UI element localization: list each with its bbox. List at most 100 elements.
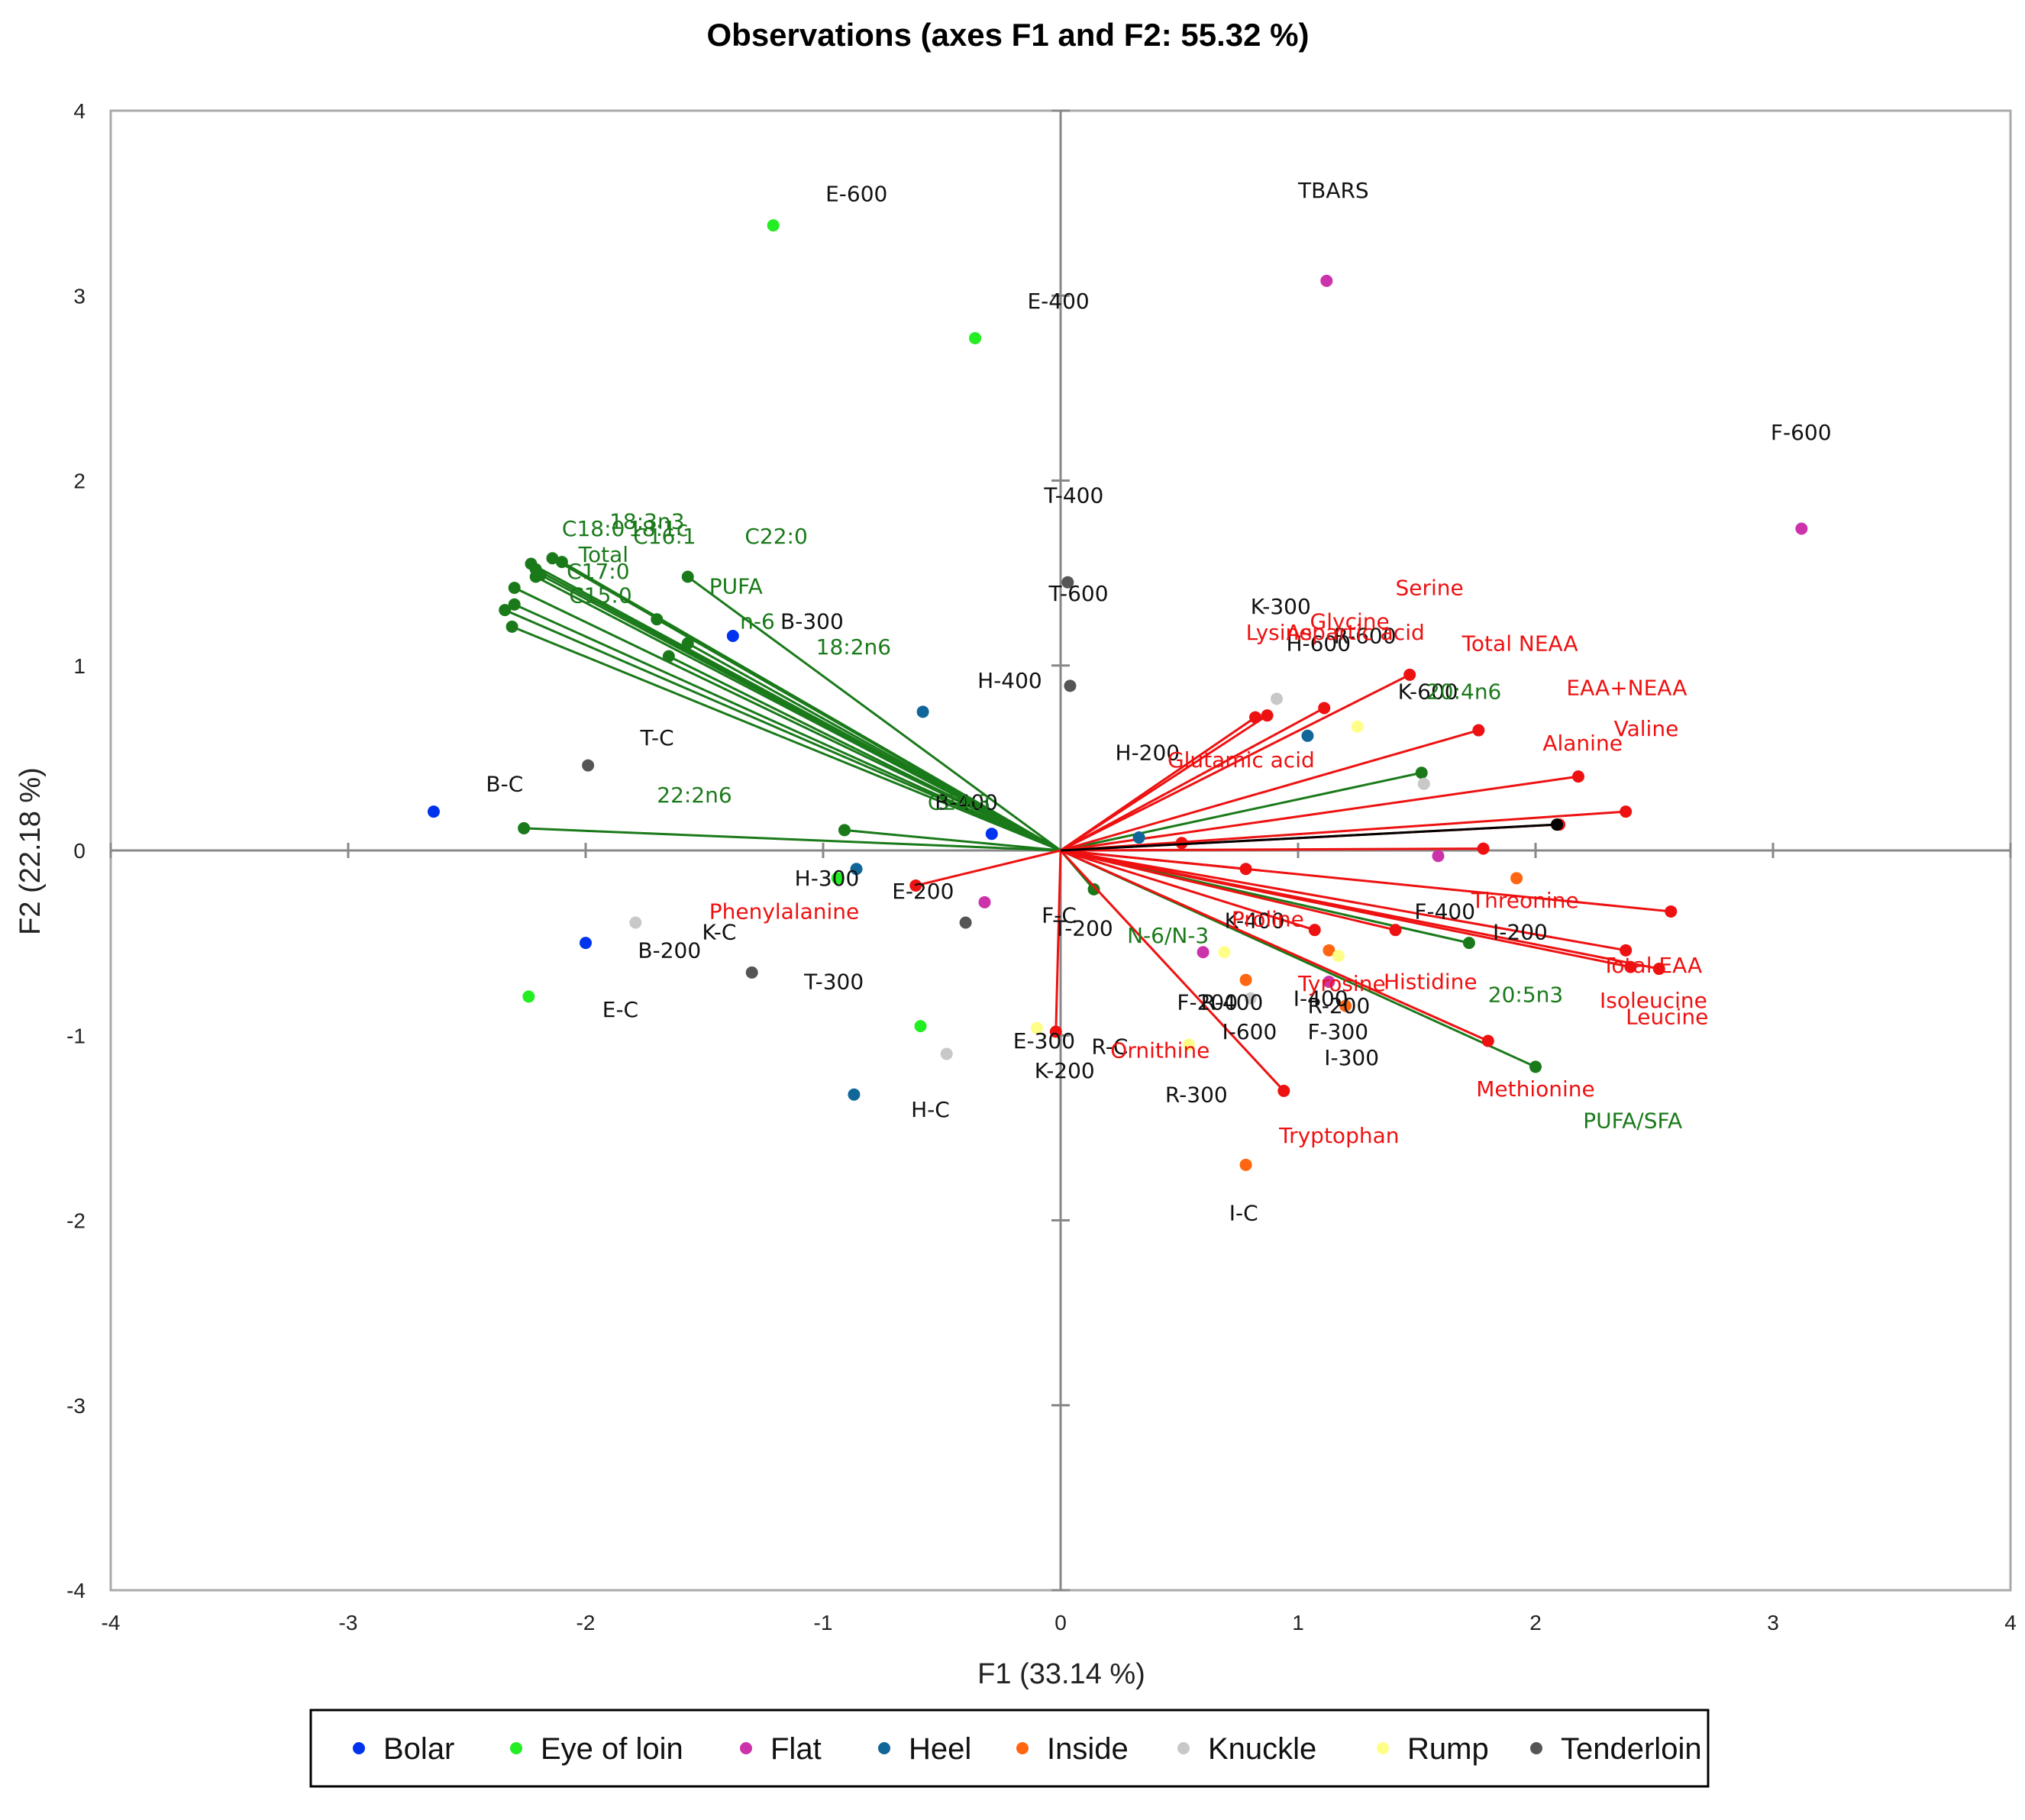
variable-label: Ornithine: [1110, 1037, 1210, 1063]
y-tick-label: -1: [66, 1024, 86, 1047]
vector-mufa: [504, 608, 1061, 852]
vector-tip-proline: [1239, 863, 1252, 876]
vector-histidine: [1060, 849, 1396, 931]
obs-label: R-C: [1091, 1034, 1128, 1059]
vector-tip-lysine: [1249, 711, 1262, 724]
obs-point-b-200: [580, 937, 592, 950]
vector-tip-histidine: [1389, 924, 1402, 937]
obs-point-i-c: [1239, 1158, 1252, 1171]
obs-point-f-600: [1795, 522, 1808, 535]
obs-point-f-400: [1432, 850, 1445, 863]
vector-tryptophan: [1059, 849, 1285, 1092]
vector-tip-c22-0: [681, 570, 694, 583]
y-tick-label: -2: [66, 1209, 86, 1233]
obs-point-t-400: [1061, 576, 1074, 589]
obs-point-t-200: [959, 916, 972, 929]
obs-point-e-200: [831, 872, 844, 885]
y-tick-label: -3: [66, 1394, 86, 1418]
variable-label: 20:5n3: [1488, 983, 1563, 1008]
obs-point-tbars: [1320, 274, 1333, 287]
obs-label: TBARS: [1297, 178, 1369, 203]
variable-label: Tyrosine: [1297, 971, 1386, 996]
obs-point-k-200: [940, 1047, 953, 1060]
variable-label: C17:0: [567, 559, 629, 584]
obs-label: I-C: [1229, 1201, 1258, 1226]
obs-label: K-300: [1251, 594, 1311, 619]
vector-c22-0: [686, 576, 1061, 852]
variable-label: Valine: [1614, 716, 1679, 741]
obs-label: K-C: [702, 919, 736, 944]
obs-point-f-300: [1323, 975, 1335, 988]
variable-label: Serine: [1396, 576, 1464, 601]
obs-point-r-300: [1182, 1038, 1195, 1051]
vector-tip-tyrosine: [1308, 924, 1321, 937]
variable-label: Total EAA: [1601, 953, 1702, 978]
obs-point-i-300: [1323, 944, 1335, 957]
obs-point-k-300: [1271, 692, 1284, 705]
variable-label: Isoleucine: [1600, 988, 1707, 1013]
y-tick-label: 4: [73, 99, 86, 123]
variable-label: Glycine: [1310, 608, 1390, 634]
vector-tip-glycine: [1318, 702, 1331, 715]
obs-point-r-c: [1030, 1021, 1043, 1034]
obs-label: H-400: [977, 668, 1042, 693]
variable-label: Histidine: [1384, 970, 1478, 995]
legend-label: Knuckle: [1208, 1732, 1316, 1766]
variable-label: C16:1: [633, 524, 696, 549]
vector-tip-c14-0: [508, 598, 521, 611]
x-tick-label: 3: [1767, 1611, 1779, 1634]
legend-marker: [1530, 1742, 1542, 1754]
vector-tip-pufa-sfa: [1529, 1060, 1542, 1073]
x-tick-label: 4: [2004, 1611, 2017, 1634]
legend-marker: [740, 1742, 752, 1754]
x-tick-label: 1: [1292, 1611, 1304, 1634]
vector-tip-phenylalanine: [909, 879, 922, 892]
obs-label: B-300: [780, 608, 844, 634]
obs-label: H-C: [911, 1097, 950, 1122]
chart-title: Observations (axes F1 and F2: 55.32 %): [707, 17, 1310, 53]
vector-serine: [1060, 673, 1410, 852]
obs-point-t-300: [745, 966, 758, 979]
obs-label: B-200: [638, 938, 701, 963]
vector-ornithine: [1054, 850, 1062, 1032]
legend-label: Heel: [909, 1732, 971, 1766]
obs-point-h-200: [1132, 831, 1145, 844]
variable-label: Lysine: [1246, 620, 1313, 645]
vector-tip-arginine: [1477, 842, 1490, 855]
legend-label: Rump: [1407, 1732, 1489, 1766]
vector-proline: [1060, 849, 1246, 870]
y-tick-label: 2: [73, 470, 86, 493]
variable-label: Glutamic acid: [1168, 747, 1315, 773]
vector-c20-3: [844, 828, 1061, 852]
vector-tip-mufa: [499, 604, 512, 617]
vector-tip-aspartic-acid: [1261, 709, 1274, 722]
obs-label: K-200: [1035, 1058, 1095, 1083]
vector-eaa-neaa: [1060, 775, 1579, 852]
variable-label: 18:2n6: [816, 634, 891, 660]
vector-tip-ornithine: [1049, 1025, 1062, 1038]
observation-points: [427, 219, 1808, 1171]
obs-label: H-300: [795, 866, 860, 891]
x-tick-label: -2: [576, 1611, 596, 1634]
vector-lysine: [1060, 716, 1256, 852]
legend-marker: [510, 1742, 522, 1754]
variable-label: C22:0: [744, 524, 807, 549]
variable-label: Alanine: [1542, 731, 1623, 756]
vector-leucine: [1060, 849, 1631, 969]
legend-marker: [1016, 1742, 1029, 1754]
vector-tip-serine: [1403, 668, 1416, 681]
obs-label: T-600: [1048, 581, 1108, 606]
variable-label: 20:4n6: [1426, 679, 1501, 704]
obs-label: E-400: [1027, 289, 1089, 314]
vector-18-1c: [561, 560, 1061, 852]
obs-point-r-600: [1351, 720, 1364, 733]
legend-marker: [878, 1742, 890, 1754]
y-tick-label: -4: [66, 1579, 86, 1602]
variable-label: PUFA/SFA: [1583, 1108, 1682, 1133]
vector-20-4n6: [1060, 771, 1423, 852]
vector-total-eaa: [1060, 849, 1626, 952]
y-axis-title: F2 (22.18 %): [15, 767, 47, 935]
variable-label: 18:1c: [628, 516, 688, 541]
variable-label: Phenylalanine: [709, 899, 860, 925]
